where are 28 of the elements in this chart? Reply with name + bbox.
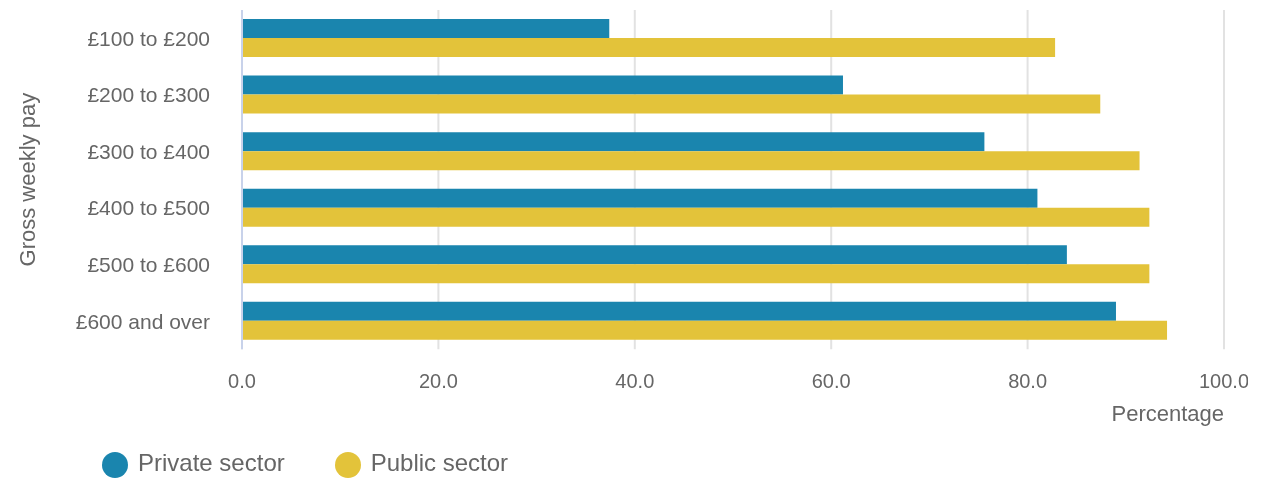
bar (242, 19, 610, 39)
bar (242, 94, 1101, 114)
x-tick-label: 60.0 (811, 369, 851, 392)
bar (242, 132, 985, 152)
x-tick-label: 40.0 (615, 369, 655, 392)
bar (242, 151, 1140, 171)
bar (242, 207, 1150, 227)
y-tick-label: £300 to £400 (87, 139, 210, 163)
bar (242, 38, 1056, 58)
y-axis-title: Gross weekly pay (14, 92, 40, 267)
y-tick-label: £100 to £200 (87, 26, 210, 50)
y-tick-label: £600 and over (75, 309, 210, 333)
bar (242, 245, 1067, 265)
x-tick-label: 20.0 (418, 369, 458, 392)
bar (242, 301, 1116, 321)
y-tick-label: £200 to £300 (87, 83, 210, 107)
legend-label: Public sector (370, 449, 509, 477)
y-tick-label: £400 to £500 (87, 196, 210, 220)
bar (242, 188, 1038, 208)
y-tick-label: £500 to £600 (87, 252, 210, 276)
bar (242, 264, 1150, 284)
legend-label: Private sector (138, 449, 285, 477)
x-axis-title: Percentage (1111, 400, 1224, 426)
bar (242, 320, 1168, 340)
bar (242, 75, 843, 95)
x-tick-label: 80.0 (1008, 369, 1048, 392)
x-tick-label: 0.0 (228, 369, 256, 392)
x-tick-label: 100.0 (1198, 369, 1250, 392)
